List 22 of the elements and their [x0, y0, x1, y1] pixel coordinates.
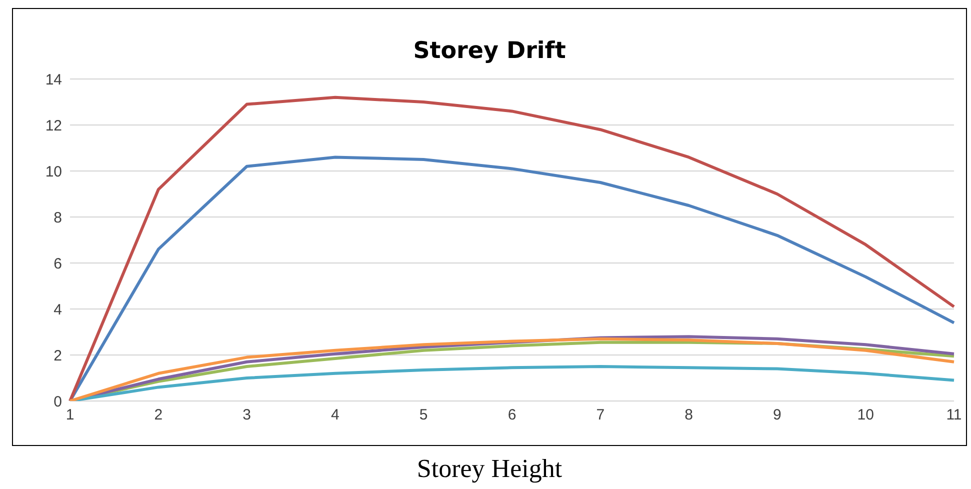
y-tick-label: 4 — [54, 301, 62, 318]
x-tick-label: 3 — [242, 406, 251, 424]
x-tick-label: 5 — [419, 406, 428, 424]
x-tick-label: 1 — [66, 406, 74, 424]
y-tick-label: 12 — [45, 117, 62, 134]
y-tick-label: 10 — [45, 163, 62, 180]
y-tick-label: 2 — [54, 347, 62, 364]
x-tick-label: 9 — [773, 406, 782, 424]
chart-title: Storey Drift — [412, 37, 567, 64]
x-tick-label: 2 — [154, 406, 163, 424]
line-series — [68, 96, 956, 401]
y-tick-label: 8 — [54, 209, 62, 226]
x-tick-label: 8 — [684, 406, 693, 424]
y-tick-label: 0 — [54, 393, 62, 410]
x-tick-label: 6 — [508, 406, 516, 424]
x-tick-label: 11 — [946, 406, 962, 424]
x-tick-label: 4 — [331, 406, 340, 424]
x-tick-label: 7 — [596, 406, 605, 424]
y-tick-label: 6 — [54, 255, 62, 272]
x-tick-label: 10 — [857, 406, 874, 424]
x-axis-title: Storey Height — [416, 454, 564, 484]
y-tick-label: 14 — [45, 71, 62, 88]
